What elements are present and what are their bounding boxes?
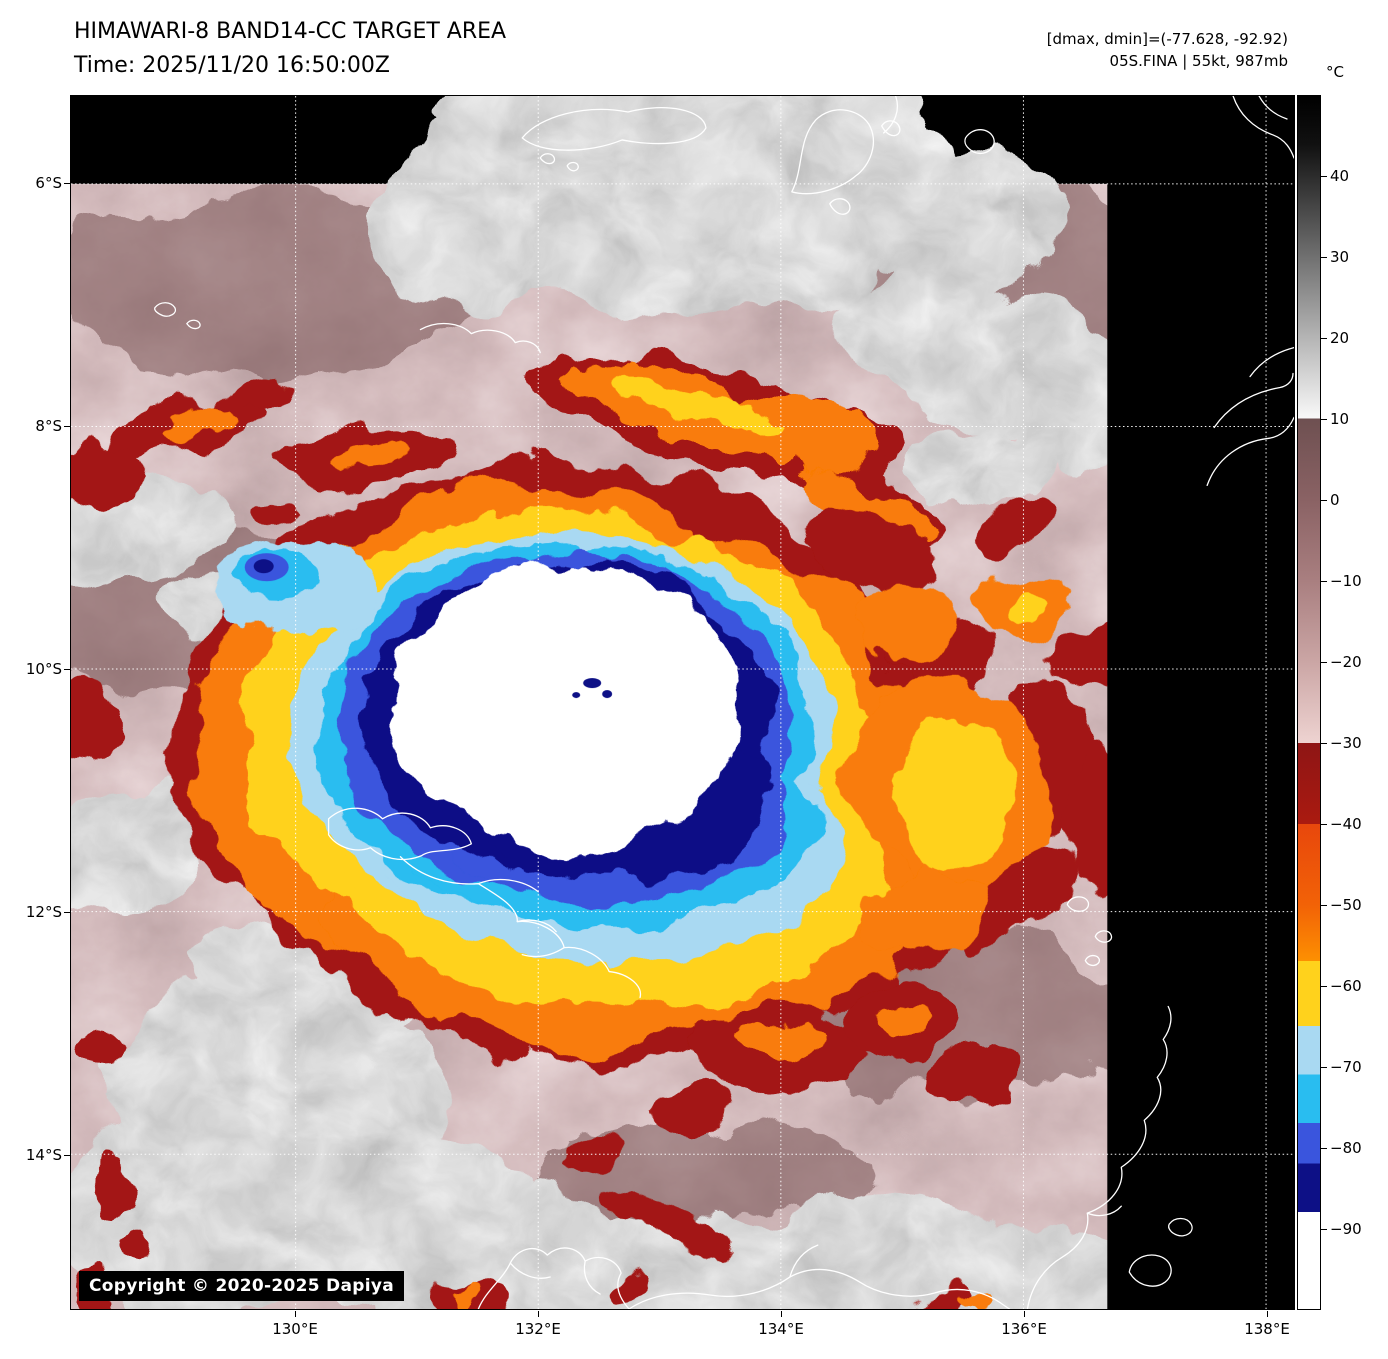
colorbar bbox=[1297, 95, 1321, 1310]
no-data-east-band bbox=[1107, 96, 1294, 1309]
colorbar-tick-label: 30 bbox=[1330, 248, 1350, 266]
colorbar-tick bbox=[1321, 1067, 1327, 1068]
colorbar-tick-label: −80 bbox=[1330, 1139, 1362, 1157]
lat-tick-label: 14°S bbox=[25, 1146, 62, 1164]
dmax-dmin-readout: [dmax, dmin]=(-77.628, -92.92) bbox=[1046, 30, 1288, 48]
colorbar-tick-label: 0 bbox=[1330, 491, 1340, 509]
embedded-cold-spots bbox=[572, 678, 613, 699]
colorbar-tick bbox=[1321, 986, 1327, 987]
colorbar-tick bbox=[1321, 662, 1327, 663]
lon-tick-label: 132°E bbox=[515, 1320, 561, 1338]
lon-axis-tick bbox=[295, 1311, 296, 1317]
lon-axis-tick bbox=[538, 1311, 539, 1317]
cyclone-cold-cloud-shield bbox=[170, 463, 952, 1062]
colorbar-tick-label: −20 bbox=[1330, 653, 1362, 671]
colorbar-unit-label: °C bbox=[1326, 63, 1344, 81]
satellite-ir-image bbox=[71, 96, 1294, 1309]
lon-axis-tick bbox=[1024, 1311, 1025, 1317]
colorbar-tick-label: −90 bbox=[1330, 1220, 1362, 1238]
colorbar-tick bbox=[1321, 257, 1327, 258]
lat-tick-label: 12°S bbox=[25, 903, 62, 921]
eastern-convective-cluster bbox=[802, 499, 1130, 949]
colorbar-tick bbox=[1321, 338, 1327, 339]
colorbar-tick bbox=[1321, 581, 1327, 582]
colorbar-tick-label: −70 bbox=[1330, 1058, 1362, 1076]
graticule bbox=[71, 96, 1294, 1309]
coastlines bbox=[154, 96, 1294, 1309]
colorbar-tick-label: −50 bbox=[1330, 896, 1362, 914]
copyright-badge: Copyright © 2020-2025 Dapiya bbox=[79, 1271, 404, 1301]
colorbar-tick-label: −60 bbox=[1330, 977, 1362, 995]
lat-axis-tick bbox=[64, 669, 70, 670]
western-overshooting-top bbox=[216, 539, 381, 636]
colorbar-tick-label: −40 bbox=[1330, 815, 1362, 833]
lat-axis-tick bbox=[64, 912, 70, 913]
colorbar-tick bbox=[1321, 743, 1327, 744]
lat-axis-tick bbox=[64, 1155, 70, 1156]
colorbar-tick-label: 40 bbox=[1330, 167, 1350, 185]
lat-tick-label: 8°S bbox=[35, 417, 62, 435]
outer-rainband-northeast bbox=[529, 356, 945, 550]
colorbar-tick-label: 10 bbox=[1330, 410, 1350, 428]
map-plot-area: Copyright © 2020-2025 Dapiya bbox=[70, 95, 1295, 1310]
colorbar-tick bbox=[1321, 176, 1327, 177]
colorbar-tick bbox=[1321, 824, 1327, 825]
colorbar-tick bbox=[1321, 500, 1327, 501]
storm-info-readout: 05S.FINA | 55kt, 987mb bbox=[1109, 52, 1288, 70]
lat-axis-tick bbox=[64, 183, 70, 184]
lat-axis-tick bbox=[64, 426, 70, 427]
western-rainband bbox=[71, 377, 462, 769]
southern-rainband bbox=[435, 988, 1023, 1309]
lon-axis-tick bbox=[1267, 1311, 1268, 1317]
lon-tick-label: 134°E bbox=[758, 1320, 804, 1338]
plot-timestamp: Time: 2025/11/20 16:50:00Z bbox=[74, 53, 390, 78]
colorbar-tick-label: 20 bbox=[1330, 329, 1350, 347]
lon-tick-label: 138°E bbox=[1244, 1320, 1290, 1338]
lon-axis-tick bbox=[781, 1311, 782, 1317]
colorbar-tick bbox=[1321, 419, 1327, 420]
plot-title: HIMAWARI-8 BAND14-CC TARGET AREA bbox=[74, 19, 507, 44]
colorbar-tick bbox=[1321, 1229, 1327, 1230]
lat-tick-label: 10°S bbox=[25, 660, 62, 678]
lon-tick-label: 130°E bbox=[272, 1320, 318, 1338]
colorbar-tick bbox=[1321, 1148, 1327, 1149]
colorbar-tick-label: −10 bbox=[1330, 572, 1362, 590]
colorbar-tick-label: −30 bbox=[1330, 734, 1362, 752]
colorbar-tick bbox=[1321, 905, 1327, 906]
lon-tick-label: 136°E bbox=[1001, 1320, 1047, 1338]
lat-tick-label: 6°S bbox=[35, 174, 62, 192]
northern-gray-clouds bbox=[370, 96, 1070, 386]
